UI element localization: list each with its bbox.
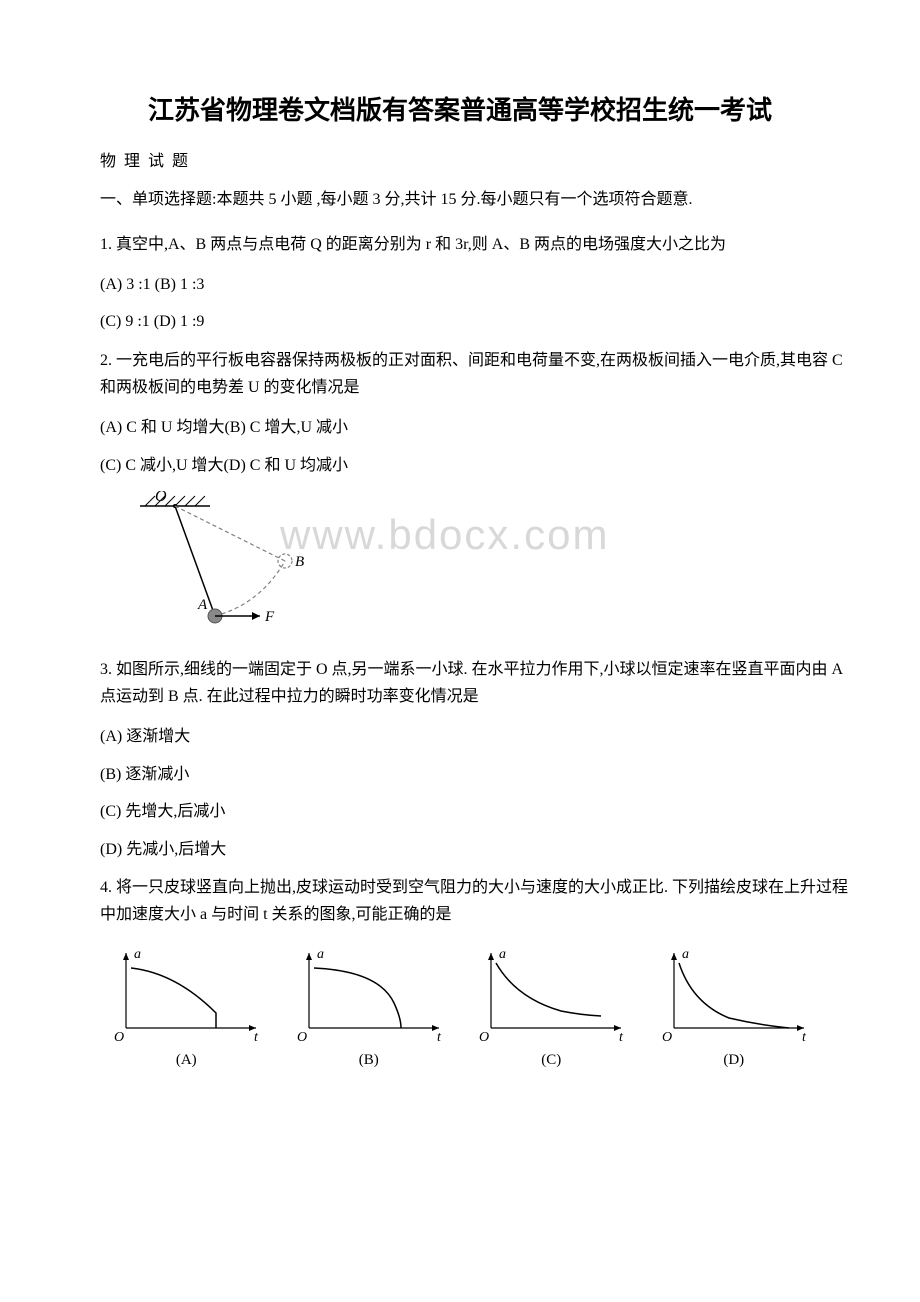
page-title: 江苏省物理卷文档版有答案普通高等学校招生统一考试 [60,90,860,127]
label-A: A [197,597,208,613]
svg-text:a: a [499,947,506,962]
svg-text:t: t [802,1030,807,1043]
graph-C-label: (C) [471,1052,631,1069]
q3-opt-a: (A) 逐渐增大 [100,724,860,750]
label-F: F [264,609,275,625]
label-B: B [295,554,304,570]
svg-text:O: O [479,1030,489,1043]
q1-opts-1: (A) 3 :1 (B) 1 :3 [100,272,860,298]
graph-D-label: (D) [654,1052,814,1069]
q4-stem: 4. 将一只皮球竖直向上抛出,皮球运动时受到空气阻力的大小与速度的大小成正比. … [100,874,860,928]
q4-graphs: a t O (A) a t O (B) a t O (C) [100,943,820,1069]
graph-B-label: (B) [289,1052,449,1069]
svg-text:O: O [114,1030,124,1043]
q2-opts-2: (C) C 减小,U 增大(D) C 和 U 均减小 [100,453,860,479]
svg-text:O: O [297,1030,307,1043]
label-O: O [155,491,167,505]
q2-stem: 2. 一充电后的平行板电容器保持两极板的正对面积、间距和电荷量不变,在两极板间插… [100,347,860,401]
graph-A: a t O (A) [106,943,266,1069]
q2-opts-1: (A) C 和 U 均增大(B) C 增大,U 减小 [100,415,860,441]
svg-text:O: O [662,1030,672,1043]
svg-text:a: a [682,947,689,962]
graph-B: a t O (B) [289,943,449,1069]
q3-figure: O A B F [120,491,860,646]
graph-A-label: (A) [106,1052,266,1069]
svg-text:a: a [134,947,141,962]
graph-C: a t O (C) [471,943,631,1069]
q3-opt-b: (B) 逐渐减小 [100,762,860,788]
q1-opts-2: (C) 9 :1 (D) 1 :9 [100,309,860,335]
section-intro: 一、单项选择题:本题共 5 小题 ,每小题 3 分,共计 15 分.每小题只有一… [100,187,860,213]
q3-stem: 3. 如图所示,细线的一端固定于 O 点,另一端系一小球. 在水平拉力作用下,小… [100,656,860,710]
svg-text:t: t [254,1030,259,1043]
svg-text:a: a [317,947,324,962]
q3-opt-d: (D) 先减小,后增大 [100,837,860,863]
svg-text:t: t [619,1030,624,1043]
svg-text:t: t [437,1030,442,1043]
subtitle: 物 理 试 题 [100,147,860,171]
graph-D: a t O (D) [654,943,814,1069]
q1-stem: 1. 真空中,A、B 两点与点电荷 Q 的距离分别为 r 和 3r,则 A、B … [100,231,860,258]
q3-opt-c: (C) 先增大,后减小 [100,799,860,825]
